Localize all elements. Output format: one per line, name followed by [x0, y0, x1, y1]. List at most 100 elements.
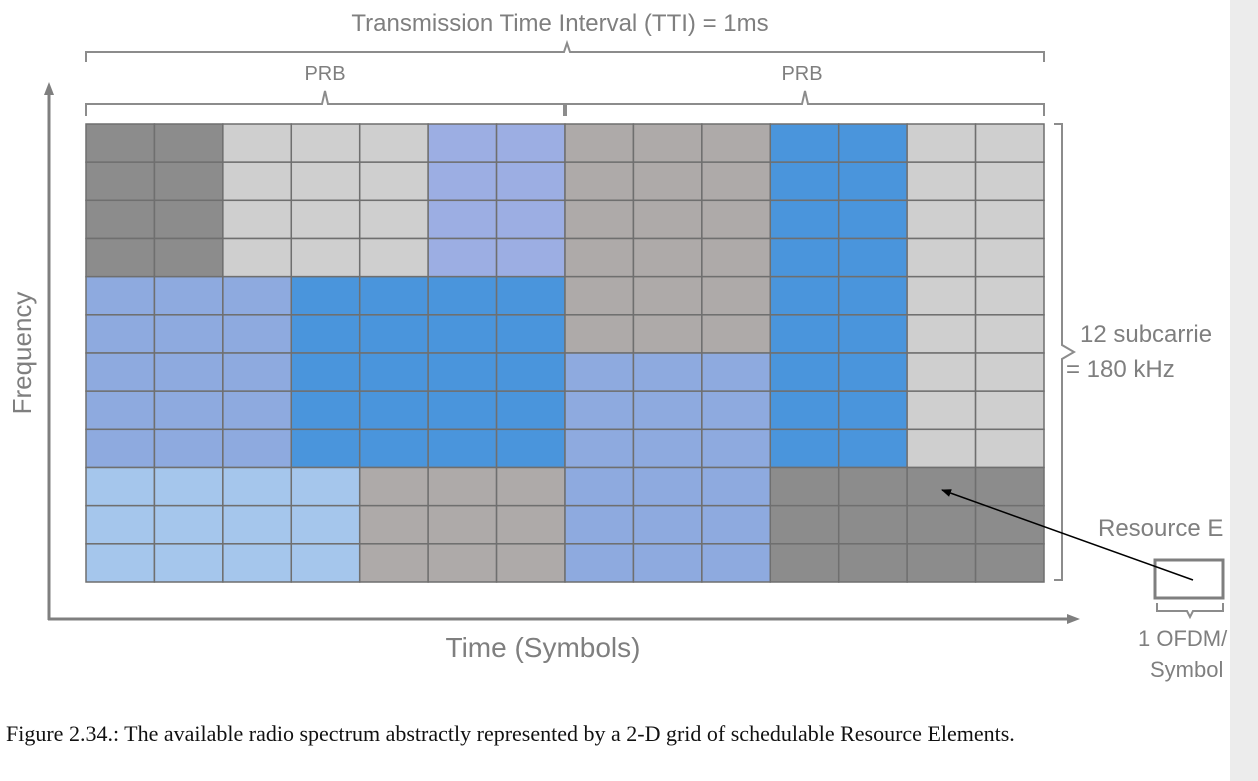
resource-element-cell — [427, 275, 498, 316]
resource-element-cell — [769, 314, 840, 354]
resource-element-cell — [290, 352, 361, 392]
resource-element-cell — [153, 314, 224, 354]
resource-element-cell — [632, 543, 703, 583]
resource-element-cell — [85, 161, 156, 202]
resource-element-cell — [358, 123, 429, 163]
resource-element-cell — [701, 275, 772, 316]
resource-element-cell — [701, 123, 772, 163]
prb-brace-right — [565, 90, 1045, 116]
resource-element-cell — [974, 352, 1045, 392]
resource-element-cell — [495, 161, 566, 202]
resource-element-cell — [974, 504, 1045, 545]
resource-element-cell — [427, 161, 498, 202]
resource-element-cell — [153, 466, 224, 507]
resource-element-cell — [495, 466, 566, 507]
resource-element-cell — [358, 428, 429, 469]
resource-element-cell — [290, 504, 361, 545]
resource-element-cell — [769, 161, 840, 202]
resource-element-box — [1153, 558, 1225, 600]
ofdma-label-line1: 1 OFDM/ — [1138, 626, 1228, 651]
resource-element-cell — [701, 161, 772, 202]
resource-element-cell — [290, 237, 361, 278]
resource-element-cell — [632, 390, 703, 431]
resource-element-cell — [837, 352, 908, 392]
resource-element-cell — [906, 390, 977, 431]
resource-grid-diagram: Transmission Time Interval (TTI) = 1ms P… — [7, 10, 1228, 682]
resource-element-cell — [427, 428, 498, 469]
vertical-scrollbar[interactable] — [1230, 0, 1258, 781]
resource-element-cell — [769, 428, 840, 469]
resource-element-cell — [290, 466, 361, 507]
resource-element-cell — [632, 123, 703, 163]
resource-element-cell — [837, 504, 908, 545]
resource-element-cell — [495, 352, 566, 392]
resource-element-cell — [85, 275, 156, 316]
resource-element-cell — [290, 543, 361, 583]
resource-element-cell — [701, 466, 772, 507]
resource-element-cell — [564, 199, 635, 240]
tti-brace — [85, 39, 1045, 62]
resource-element-cell — [495, 428, 566, 469]
resource-element-cell — [701, 428, 772, 469]
resource-element-cell — [564, 352, 635, 392]
resource-element-cell — [358, 199, 429, 240]
resource-element-cell — [222, 466, 293, 507]
resource-element-cell — [974, 390, 1045, 431]
resource-element-cell — [495, 504, 566, 545]
resource-element-cell — [495, 543, 566, 583]
resource-element-cell — [769, 543, 840, 583]
resource-element-cell — [153, 199, 224, 240]
resource-element-cell — [85, 504, 156, 545]
resource-element-cell — [564, 543, 635, 583]
resource-element-cell — [837, 237, 908, 278]
ofdma-symbol-brace — [1156, 603, 1224, 620]
resource-element-cell — [632, 428, 703, 469]
resource-element-cell — [358, 390, 429, 431]
resource-element-cell — [974, 199, 1045, 240]
resource-element-cell — [769, 275, 840, 316]
frequency-axis-label: Frequency — [7, 292, 37, 415]
resource-element-cell — [222, 543, 293, 583]
resource-element-cell — [153, 428, 224, 469]
resource-element-cell — [222, 275, 293, 316]
resource-element-cell — [837, 161, 908, 202]
resource-element-cell — [906, 543, 977, 583]
resource-element-cell — [222, 123, 293, 163]
resource-element-cell — [701, 237, 772, 278]
resource-element-cell — [974, 123, 1045, 163]
resource-element-cell — [701, 352, 772, 392]
resource-element-cell — [632, 504, 703, 545]
resource-element-cell — [769, 123, 840, 163]
resource-element-cell — [906, 275, 977, 316]
frequency-axis — [44, 82, 54, 620]
resource-element-cell — [701, 199, 772, 240]
resource-element-cell — [153, 123, 224, 163]
resource-element-cell — [837, 123, 908, 163]
resource-element-cell — [427, 314, 498, 354]
resource-element-cell — [222, 161, 293, 202]
resource-element-cell — [974, 466, 1045, 507]
resource-element-cell — [222, 428, 293, 469]
prb-brace-left — [85, 90, 565, 116]
resource-element-cell — [85, 466, 156, 507]
tti-label: Transmission Time Interval (TTI) = 1ms — [351, 10, 768, 37]
resource-element-cell — [427, 390, 498, 431]
resource-element-cell — [427, 123, 498, 163]
resource-element-cell — [358, 237, 429, 278]
resource-element-cell — [85, 314, 156, 354]
resource-element-cell — [632, 237, 703, 278]
resource-element-cell — [358, 161, 429, 202]
resource-element-cell — [769, 352, 840, 392]
resource-element-cell — [837, 466, 908, 507]
resource-element-cell — [769, 504, 840, 545]
resource-element-cell — [632, 466, 703, 507]
resource-element-cell — [153, 275, 224, 316]
resource-element-cell — [290, 275, 361, 316]
resource-element-cell — [427, 466, 498, 507]
subcarrier-brace — [1054, 123, 1076, 581]
resource-element-cell — [906, 123, 977, 163]
resource-element-cell — [632, 199, 703, 240]
resource-element-cell — [495, 199, 566, 240]
resource-element-cell — [495, 275, 566, 316]
resource-element-cell — [85, 543, 156, 583]
